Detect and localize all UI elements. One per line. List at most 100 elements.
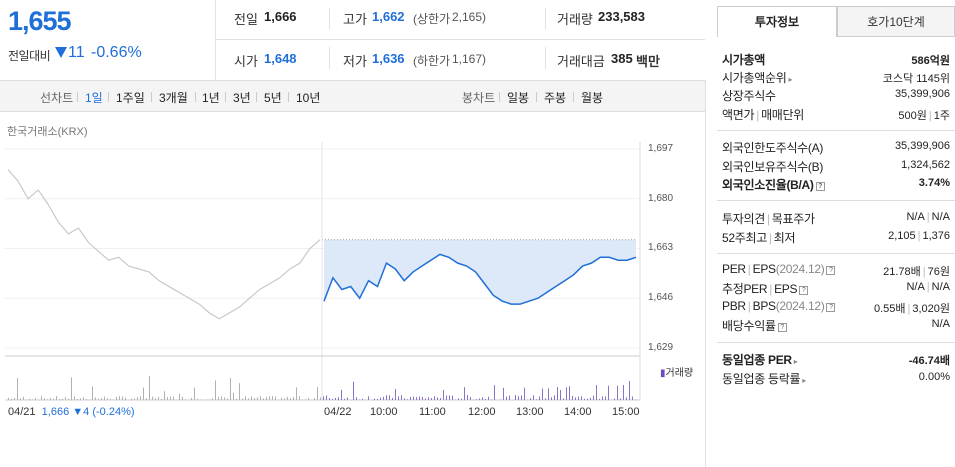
volume-bar — [245, 396, 246, 400]
volume-bar — [68, 398, 69, 400]
open-value: 1,648 — [264, 51, 297, 66]
volume-bar — [446, 395, 447, 400]
down-triangle-icon — [55, 47, 67, 58]
volume-bar — [239, 383, 240, 400]
candle-daily[interactable]: 일봉 — [507, 91, 530, 105]
volume-bar — [74, 396, 75, 400]
y-tick: 1,697 — [648, 143, 674, 154]
volume-bar — [542, 388, 543, 400]
volume-bar — [359, 399, 360, 400]
price-change: 11 — [68, 44, 85, 61]
volume-bar — [554, 395, 555, 400]
volume-bar — [632, 396, 633, 400]
volume-label: 거래량 — [557, 12, 593, 27]
volume-bar — [314, 397, 315, 400]
volume-bar — [578, 396, 579, 400]
prev-close-value: 1,666 — [264, 9, 297, 24]
prev-day-info: 04/21 1,666 ▼4 (-0.24%) — [8, 406, 135, 418]
period-1y[interactable]: 1년 — [202, 91, 220, 105]
volume-bar — [428, 397, 429, 400]
foreign-hold-value: 1,324,562 — [901, 159, 950, 171]
volume-bar — [344, 398, 345, 400]
help-icon[interactable]: ? — [826, 303, 836, 312]
period-1d[interactable]: 1일 — [85, 91, 103, 105]
volume-bar — [134, 398, 135, 400]
volume-bar — [221, 396, 222, 400]
volume-bar — [563, 398, 564, 400]
period-3m[interactable]: 3개월 — [159, 91, 188, 105]
volume-bar — [626, 397, 627, 400]
volume-bar — [449, 395, 450, 400]
volume-bar — [143, 387, 144, 400]
volume-bar — [548, 388, 549, 400]
candle-monthly[interactable]: 월봉 — [581, 91, 604, 105]
period-1w[interactable]: 1주일 — [116, 91, 145, 105]
volume-bar — [146, 398, 147, 400]
dividend-value: N/A — [931, 318, 950, 330]
price-chart[interactable] — [0, 0, 705, 467]
volume-bar — [272, 396, 273, 400]
period-3y[interactable]: 3년 — [233, 91, 251, 105]
help-icon[interactable]: ? — [799, 286, 809, 295]
volume-bar — [503, 387, 504, 400]
volume-bar — [485, 398, 486, 400]
help-icon[interactable]: ? — [826, 266, 836, 275]
y-tick: 1,680 — [648, 193, 674, 204]
volume-bar — [260, 396, 261, 400]
help-icon[interactable]: ? — [777, 323, 787, 332]
volume-bar — [593, 395, 594, 400]
volume-bar — [185, 399, 186, 400]
volume-bar — [587, 398, 588, 400]
volume-bar — [233, 392, 234, 400]
tab-orderbook[interactable]: 호가10단계 — [837, 6, 955, 37]
open-label: 시가 — [234, 54, 258, 69]
volume-bar — [596, 385, 597, 400]
x-tick: 15:00 — [612, 406, 640, 418]
volume-bar — [458, 398, 459, 400]
x-tick: 13:00 — [516, 406, 544, 418]
volume-bar — [332, 399, 333, 400]
volume-bar — [464, 387, 465, 400]
x-tick: 14:00 — [564, 406, 592, 418]
per-value: 21.78배 | 76원 — [883, 266, 950, 278]
volume-bar — [416, 397, 417, 400]
sector-rate-label[interactable]: 동일업종 등락률 ▸ — [722, 372, 806, 386]
volume-bar — [107, 398, 108, 400]
volume-bar — [329, 398, 330, 400]
help-icon[interactable]: ? — [815, 182, 825, 191]
volume-bar — [395, 389, 396, 400]
volume-bar — [437, 397, 438, 400]
volume-bar — [182, 396, 183, 400]
volume-bar — [347, 397, 348, 400]
volume-bar — [518, 396, 519, 400]
volume-bar — [317, 386, 318, 400]
volume-bar — [488, 396, 489, 400]
foreign-limit-value: 35,399,906 — [894, 140, 950, 152]
volume-bar — [506, 396, 507, 400]
volume-bar — [530, 398, 531, 400]
volume-bar — [164, 391, 165, 400]
volume-bar — [179, 393, 180, 400]
volume-legend: ▮거래량 — [660, 368, 694, 379]
tab-invest-info[interactable]: 투자정보 — [717, 6, 837, 37]
volume-bar — [302, 399, 303, 400]
volume-bar — [23, 396, 24, 400]
market-cap-label: 시가총액 — [722, 53, 765, 67]
volume-bar — [269, 396, 270, 400]
volume-bar — [41, 396, 42, 400]
volume-bar — [275, 396, 276, 400]
par-value: 500원 | 1주 — [898, 110, 950, 122]
volume-bar — [521, 395, 522, 400]
period-5y[interactable]: 5년 — [264, 91, 282, 105]
volume-bar — [545, 398, 546, 400]
volume-bar — [551, 397, 552, 400]
period-10y[interactable]: 10년 — [296, 91, 321, 105]
candle-weekly[interactable]: 주봉 — [544, 91, 567, 105]
volume-bar — [155, 398, 156, 400]
sector-per-label[interactable]: 동일업종 PER ▸ — [722, 353, 798, 367]
volume-bar — [629, 380, 630, 400]
volume-bar — [581, 396, 582, 400]
volume-bar — [434, 396, 435, 400]
volume-bar — [47, 399, 48, 400]
volume-bar — [104, 396, 105, 400]
